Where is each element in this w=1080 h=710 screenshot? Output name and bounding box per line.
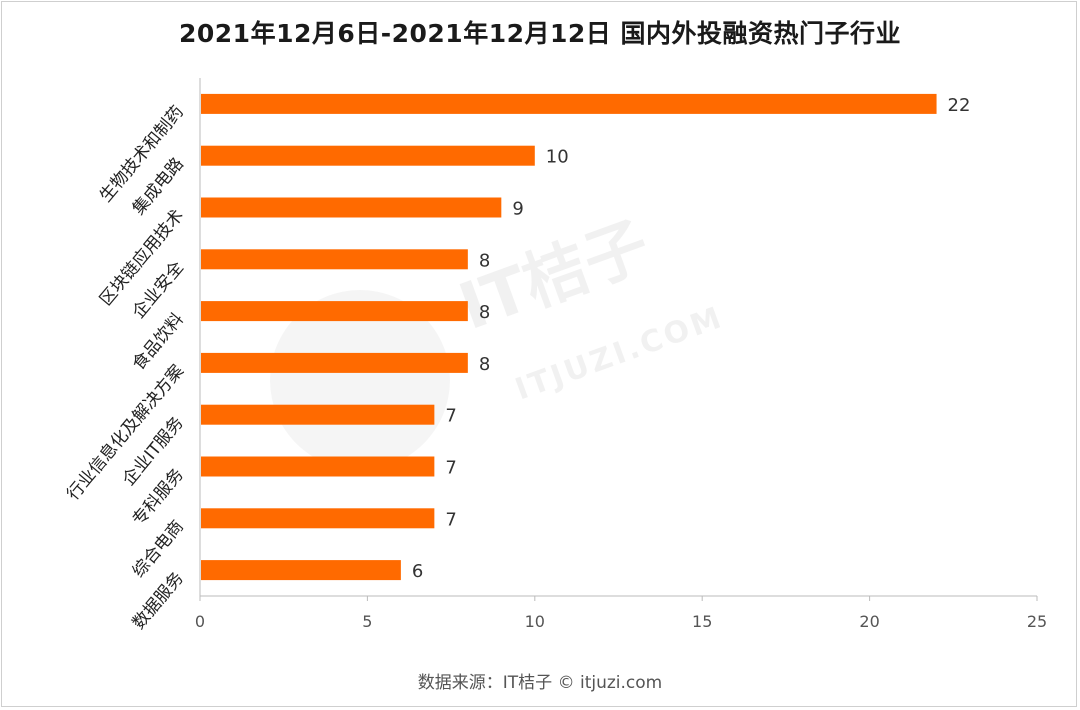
category-label: 数据服务 — [129, 568, 188, 633]
bar-value-label: 8 — [479, 302, 490, 323]
bar — [201, 404, 435, 425]
x-tick-label: 25 — [1027, 612, 1047, 631]
bar-value-label: 9 — [512, 199, 523, 220]
category-label: 综合电商 — [129, 517, 188, 582]
bar — [201, 508, 435, 529]
bar-value-label: 7 — [445, 509, 456, 530]
watermark-logo-icon — [270, 290, 450, 470]
watermark-main: IT桔子 — [450, 209, 659, 345]
data-source: 数据来源：IT桔子 © itjuzi.com — [417, 673, 663, 693]
x-tick-label: 15 — [692, 612, 712, 631]
bar-value-label: 10 — [546, 147, 569, 168]
bar — [201, 560, 401, 581]
chart-title: 2021年12月6日-2021年12月12日 国内外投融资热门子行业 — [178, 19, 901, 48]
x-tick-label: 0 — [195, 612, 205, 631]
bar — [201, 301, 468, 322]
watermark: IT桔子 ITJUZI.COM — [270, 209, 728, 470]
bar-value-label: 8 — [479, 250, 490, 271]
bar-value-label: 6 — [412, 561, 423, 582]
bar-value-label: 8 — [479, 354, 490, 375]
bar-value-label: 7 — [445, 458, 456, 479]
x-tick-label: 20 — [859, 612, 879, 631]
bar — [201, 93, 937, 114]
category-label: 食品饮料 — [129, 309, 188, 374]
bar — [201, 197, 502, 218]
bar — [201, 249, 468, 270]
bar — [201, 145, 535, 166]
bar-value-label: 7 — [445, 406, 456, 427]
bar — [201, 352, 468, 373]
bar — [201, 456, 435, 477]
x-tick-label: 10 — [525, 612, 545, 631]
x-tick-label: 5 — [362, 612, 372, 631]
bar-value-label: 22 — [948, 95, 971, 116]
